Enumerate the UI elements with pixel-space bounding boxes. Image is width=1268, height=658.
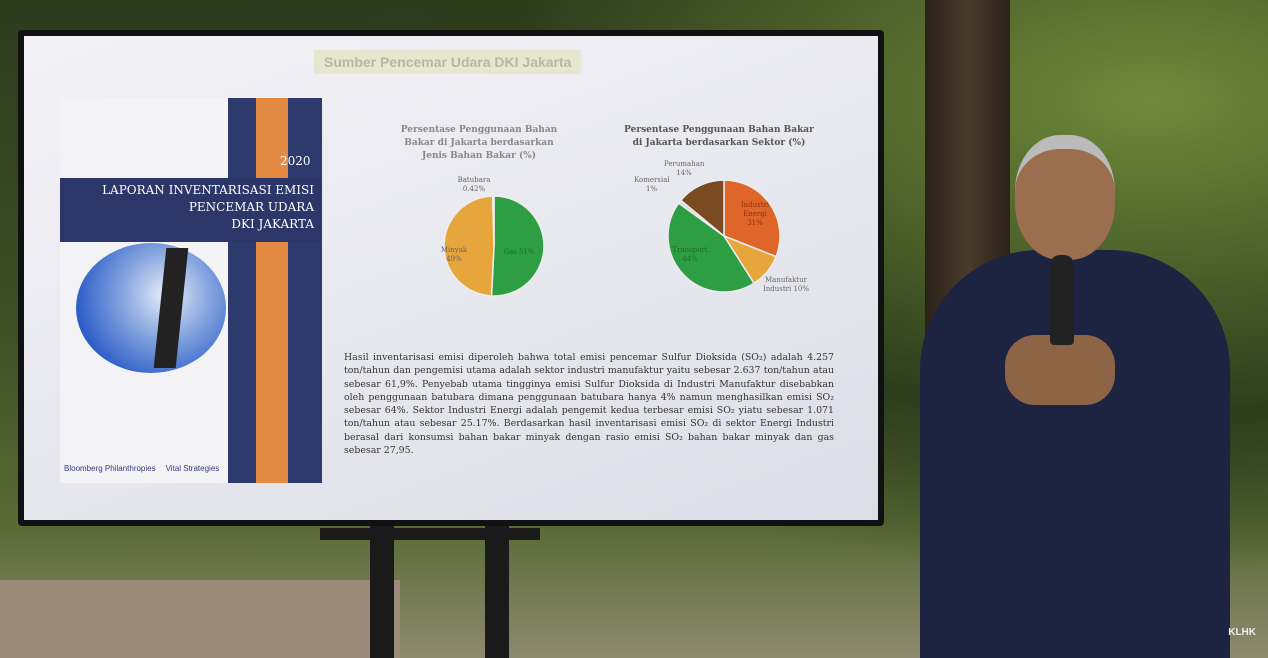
label-batubara: Batubara 0.42% <box>457 176 491 193</box>
watermark: KLHK <box>1228 627 1256 638</box>
right-pie-chart <box>667 179 781 293</box>
pie-slice-batubara <box>491 195 495 247</box>
cover-title-line: LAPORAN INVENTARISASI EMISI <box>102 183 314 197</box>
label-gas: Gas 51% <box>503 248 535 256</box>
pie-slice-transport <box>667 202 756 293</box>
tv-stand <box>485 520 509 658</box>
tv-stand <box>370 520 394 658</box>
pie-slice-gas <box>490 195 545 297</box>
label-minyak: Minyak 49% <box>440 246 468 263</box>
microphone <box>1050 255 1074 345</box>
speaker-hands <box>1005 335 1115 405</box>
path <box>0 580 400 658</box>
tv-screen: Sumber Pencemar Udara DKI Jakarta 2020 L… <box>18 30 884 526</box>
logos: Bloomberg Philanthropies Vital Strategie… <box>64 464 219 473</box>
left-pie-chart <box>443 195 545 297</box>
cover-title-line: PENCEMAR UDARA <box>188 200 314 214</box>
cover-year: 2020 <box>280 154 311 168</box>
pie-slice-minyak <box>443 195 495 297</box>
cover-title-line: DKI JAKARTA <box>231 217 314 231</box>
label-industri-energi: Industri Energi 31% <box>740 201 770 227</box>
speaker-head <box>1015 135 1115 260</box>
label-transport: Transport 44% <box>672 246 708 263</box>
report-cover: 2020 LAPORAN INVENTARISASI EMISI PENCEMA… <box>60 98 322 483</box>
label-perumahan: Perumahan 14% <box>664 160 705 177</box>
sky-photo <box>76 243 226 373</box>
slide-title: Sumber Pencemar Udara DKI Jakarta <box>314 50 582 74</box>
right-chart-title: Persentase Penggunaan Bahan Bakar di Jak… <box>624 125 814 148</box>
speaker <box>920 250 1230 658</box>
logo-vital-strategies: Vital Strategies <box>165 464 220 473</box>
tv-stand-bar <box>320 528 540 540</box>
label-komersial: Komersial 1% <box>634 176 670 193</box>
cover-title: LAPORAN INVENTARISASI EMISI PENCEMAR UDA… <box>60 178 322 242</box>
label-manufaktur: Manufaktur Industri 10% <box>762 276 810 293</box>
summary-paragraph: Hasil inventarisasi emisi diperoleh bahw… <box>344 352 834 457</box>
pie-slice-industri-energi <box>723 179 781 258</box>
logo-bloomberg: Bloomberg Philanthropies <box>64 464 156 473</box>
slide: Sumber Pencemar Udara DKI Jakarta 2020 L… <box>24 36 878 520</box>
left-chart-title: Persentase Penggunaan Bahan Bakar di Jak… <box>400 125 558 161</box>
pie-slice-perumahan <box>679 179 725 238</box>
